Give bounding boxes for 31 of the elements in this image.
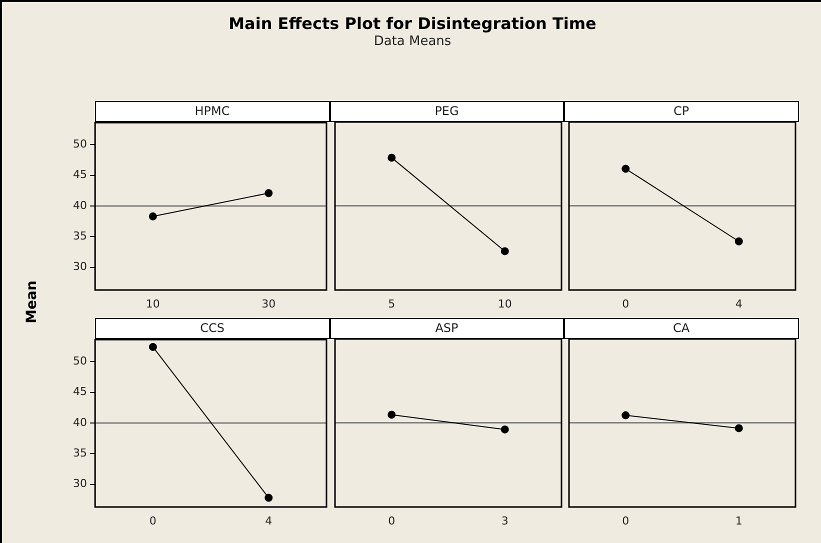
y-tick-label: 50 — [73, 138, 88, 151]
x-tick-label: 0 — [149, 514, 156, 528]
x-tick-label: 1 — [735, 514, 742, 528]
chart-title: ASP — [330, 318, 564, 339]
x-tick-label: 0 — [622, 514, 630, 528]
y-tick-label: 40 — [73, 198, 88, 212]
y-tick-label: 40 — [73, 416, 88, 429]
chart-title: HPMC — [95, 101, 330, 122]
y-tick-label: 30 — [73, 477, 88, 490]
y-tick-label: 45 — [73, 168, 88, 182]
x-tick-label: 0 — [388, 514, 395, 528]
y-tick-label: 35 — [73, 446, 88, 460]
x-tick-label: 4 — [735, 297, 742, 310]
x-tick-label: 10 — [497, 297, 512, 310]
text: Data Means — [372, 34, 452, 49]
y-tick-label: 30 — [73, 260, 88, 274]
y-tick-label: 35 — [73, 230, 88, 243]
text: Mean — [24, 280, 40, 324]
y-tick-label: 50 — [73, 354, 88, 368]
x-tick-label: 4 — [265, 514, 272, 528]
y-tick-label: 45 — [73, 385, 88, 398]
chart-title: CA — [564, 318, 798, 339]
x-tick-label: 3 — [500, 514, 508, 528]
x-tick-label: 0 — [622, 297, 630, 310]
x-tick-label: 5 — [388, 297, 395, 310]
chart-title: CCS — [95, 318, 330, 339]
x-tick-label: 30 — [262, 297, 276, 310]
text: Main Effects Plot for Disintegration Time — [228, 14, 598, 33]
chart-title: PEG — [330, 101, 564, 122]
chart-title: CP — [564, 101, 798, 122]
x-tick-label: 10 — [146, 297, 160, 310]
